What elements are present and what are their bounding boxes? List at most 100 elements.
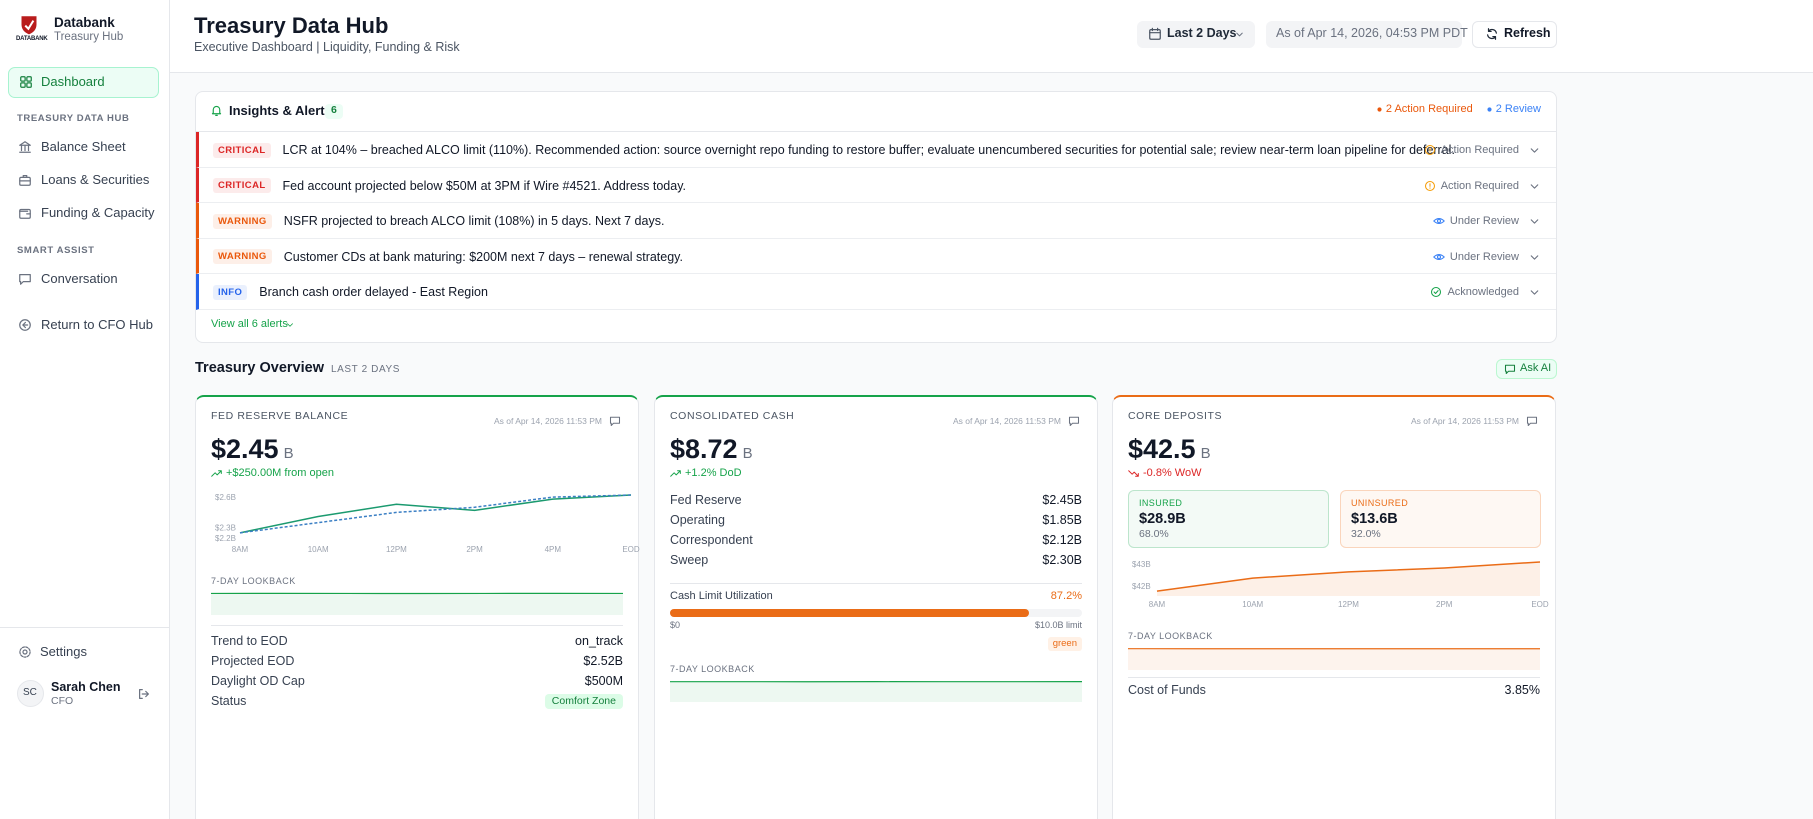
icon [1236,32,1243,37]
icon-shape [22,321,29,329]
metric-value: on_track [575,634,623,649]
metric-value: $2.12B [1042,533,1082,548]
icon-shape [287,323,293,327]
lookback-chart [210,592,624,615]
metric-label: Status [211,694,247,709]
alert-content: INFO Branch cash order delayed - East Reg… [213,283,488,301]
card-unit: B [1200,445,1211,462]
icon-shape [19,646,31,658]
metric-value: $500M [584,674,623,689]
split-label: UNINSURED [1351,498,1409,509]
icon [211,105,222,116]
alert-status-text: Acknowledged [1447,286,1519,298]
icon-shape [1236,32,1243,37]
alert-content: CRITICAL LCR at 104% – breached ALCO limi… [213,141,1455,159]
nav-item[interactable]: Dashboard [41,73,105,89]
metric-value: $1.85B [1042,513,1082,528]
nav-settings[interactable]: Settings [40,643,87,659]
icon-shape [1434,290,1440,295]
line [1156,561,1541,592]
card-value: $42.5 [1128,434,1196,464]
utilization-min: $0 [670,620,681,631]
icon [1504,364,1516,375]
y-tick-label: $43B [1132,560,1151,569]
ask-ai-button[interactable] [1496,359,1557,379]
x-tick-label: 12PM [386,545,407,554]
metric-label: Projected EOD [211,654,295,669]
alert-content: CRITICAL Fed account projected below $50M… [213,177,686,195]
icon-shape [139,689,149,699]
nav-item[interactable]: Conversation [41,270,118,286]
icon-shape [26,82,32,88]
alert-row[interactable] [196,274,1556,310]
view-all-alerts[interactable]: View all 6 alerts [211,318,288,331]
card-label: CONSOLIDATED CASH [670,410,795,423]
icon [1431,286,1442,298]
brand-name: Databank [54,14,115,30]
metric-label: Sweep [670,553,709,568]
refresh-button[interactable] [1472,21,1557,48]
range-label[interactable]: Last 2 Days [1167,26,1237,41]
lookback-label: 7-DAY LOOKBACK [1128,631,1213,642]
icon [287,323,293,327]
alert-status-text: Action Required [1440,179,1519,192]
lookback-label: 7-DAY LOOKBACK [211,576,296,587]
icon-shape [19,141,31,153]
icon-shape [1433,253,1445,260]
card-divider [670,583,1082,584]
logo-shield [21,16,37,35]
metric-card [1112,395,1556,819]
card-as-of: As of Apr 14, 2026 11:53 PM [952,415,1061,426]
user-role: CFO [51,695,74,708]
lookback-label: 7-DAY LOOKBACK [670,664,755,675]
alert-status-text: Action Required [1440,144,1519,156]
alert-content: WARNING Customer CDs at bank maturing: $2… [213,248,683,266]
split-share: 68.0% [1139,528,1169,541]
metric-value: 3.85% [1504,683,1540,698]
nav-return[interactable]: Return to CFO Hub [41,316,153,332]
split-value: $13.6B [1351,511,1398,527]
icon-shape [19,274,31,285]
icon [20,76,32,88]
alert-row[interactable] [196,132,1556,168]
avatar [17,680,44,707]
card-value-row: $42.5 B [1128,433,1211,465]
alert-row[interactable] [196,203,1556,239]
icon-shape [1436,218,1441,224]
icon-shape [19,210,31,215]
metric-label: Operating [670,513,725,528]
card-as-of: As of Apr 14, 2026 11:53 PM [493,415,602,426]
nav-item[interactable]: Funding & Capacity [41,204,155,220]
x-tick-label: 2PM [1436,600,1453,609]
alert-level: INFO [213,284,248,300]
metric-value: $2.45B [1042,493,1082,508]
y-tick-label: $2.6B [215,493,236,502]
alert-message: LCR at 104% – breached ALCO limit (110%)… [282,143,1455,157]
alert-message: NSFR projected to breach ALCO limit (108… [283,214,665,228]
icon [1149,27,1161,40]
ask-ai-label[interactable]: Ask AI [1520,362,1552,375]
card-divider [211,625,623,626]
icon [1433,218,1445,224]
alert-content: WARNING NSFR projected to breach ALCO lim… [213,212,664,230]
nav-item[interactable]: Loans & Securities [41,171,150,187]
range-button[interactable] [1137,21,1255,48]
nav-active[interactable] [8,67,159,98]
icon [1068,416,1080,427]
as-of: As of Apr 14, 2026, 04:53 PM PDT [1276,26,1468,41]
icon-shape [670,469,681,477]
icon [19,646,31,658]
nav-section-heading: SMART ASSIST [17,245,95,257]
lookback-chart [1127,648,1540,670]
icon [19,319,31,331]
alert-row[interactable] [196,238,1556,274]
metric-card [195,395,639,819]
metric-label: Correspondent [670,533,753,548]
refresh-label[interactable]: Refresh [1504,26,1551,41]
brand-subtitle: Treasury Hub [54,30,124,43]
nav-item[interactable]: Balance Sheet [41,138,126,154]
icon [19,208,31,219]
icon-shape [1530,290,1539,295]
alert-row[interactable] [196,167,1556,203]
page-subtitle: Executive Dashboard | Liquidity, Funding… [194,40,460,55]
